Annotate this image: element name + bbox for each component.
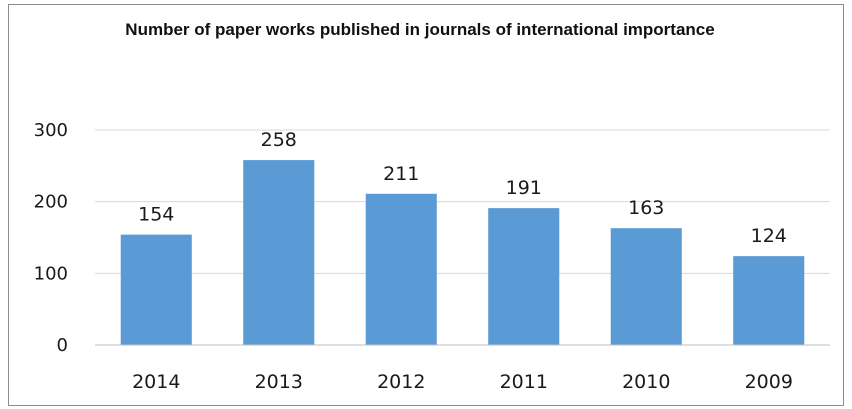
x-category-label: 2012: [377, 371, 425, 393]
y-tick-label: 100: [34, 263, 68, 284]
data-label: 163: [628, 197, 664, 219]
data-label: 124: [751, 225, 787, 247]
data-labels: 154 258 211 191 163 124: [138, 129, 787, 247]
y-tick-label: 200: [34, 192, 68, 213]
x-category-label: 2009: [745, 371, 793, 393]
x-category-label: 2011: [500, 371, 548, 393]
data-label: 211: [383, 163, 419, 185]
data-label: 258: [261, 129, 297, 151]
data-label: 154: [138, 204, 174, 226]
data-label: 191: [506, 177, 542, 199]
bar: [610, 228, 682, 345]
x-category-label: 2014: [132, 371, 180, 393]
bar: [243, 160, 315, 345]
x-category-label: 2013: [255, 371, 303, 393]
y-axis-tick-labels: 0 100 200 300: [34, 120, 68, 356]
x-category-label: 2010: [622, 371, 670, 393]
bar: [488, 208, 560, 345]
x-axis-category-labels: 2014 2013 2012 2011 2010 2009: [132, 371, 793, 393]
bars: [120, 160, 805, 345]
y-tick-label: 300: [34, 120, 68, 141]
gridlines: [95, 129, 830, 274]
bar: [365, 193, 437, 345]
bar: [120, 234, 192, 345]
chart-title: Number of paper works published in journ…: [125, 20, 715, 39]
bar: [733, 256, 805, 345]
y-tick-label: 0: [57, 335, 68, 356]
